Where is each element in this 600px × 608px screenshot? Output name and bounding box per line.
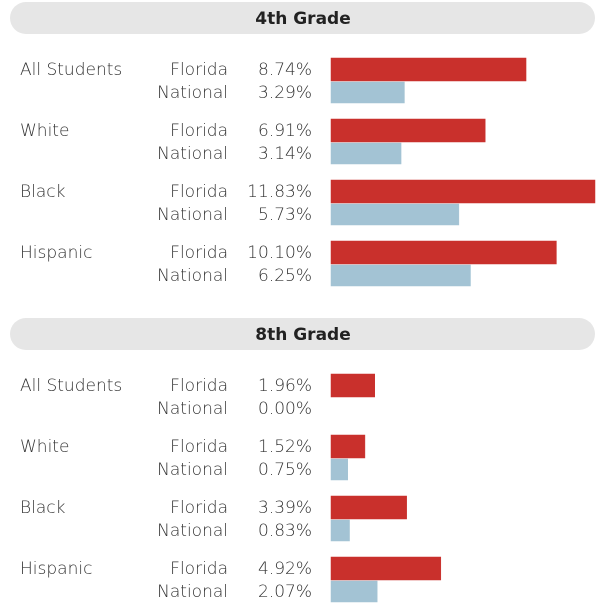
series-label: Florida (170, 243, 228, 263)
value-label: 0.83% (258, 521, 312, 541)
value-label: 3.29% (258, 83, 312, 103)
bar (330, 373, 375, 398)
panel-title: 8th Grade (255, 325, 350, 345)
category-label: White (20, 437, 69, 457)
bar (330, 57, 527, 82)
value-label: 2.07% (258, 582, 312, 602)
category-label: Hispanic (20, 559, 92, 579)
panel-header (10, 2, 595, 34)
category-label: Black (20, 498, 66, 518)
series-label: National (157, 399, 228, 419)
bar (330, 556, 442, 581)
bar (330, 240, 557, 265)
category-label: White (20, 121, 69, 141)
category-label: All Students (20, 60, 122, 80)
value-label: 3.14% (258, 144, 312, 164)
value-label: 0.75% (258, 460, 312, 480)
series-label: Florida (170, 559, 228, 579)
value-label: 5.73% (258, 205, 312, 225)
bar (330, 495, 407, 520)
series-label: Florida (170, 437, 228, 457)
value-label: 0.00% (258, 399, 312, 419)
bar (330, 203, 460, 226)
value-label: 1.52% (258, 437, 312, 457)
bar (330, 179, 596, 204)
value-label: 1.96% (258, 376, 312, 396)
series-label: National (157, 205, 228, 225)
bar (330, 118, 486, 143)
series-label: National (157, 144, 228, 164)
value-label: 3.39% (258, 498, 312, 518)
series-label: Florida (170, 121, 228, 141)
series-label: Florida (170, 60, 228, 80)
bar (330, 458, 348, 481)
series-label: National (157, 266, 228, 286)
bar (330, 519, 350, 542)
series-label: Florida (170, 498, 228, 518)
series-label: National (157, 460, 228, 480)
bar (330, 81, 405, 104)
series-label: Florida (170, 182, 228, 202)
bar (330, 264, 471, 287)
series-label: National (157, 582, 228, 602)
panel-title: 4th Grade (255, 9, 350, 29)
series-label: National (157, 521, 228, 541)
value-label: 6.25% (258, 266, 312, 286)
series-label: National (157, 83, 228, 103)
value-label: 10.10% (247, 243, 312, 263)
series-label: Florida (170, 376, 228, 396)
value-label: 8.74% (258, 60, 312, 80)
category-label: All Students (20, 376, 122, 396)
value-label: 4.92% (258, 559, 312, 579)
value-label: 11.83% (247, 182, 312, 202)
bar (330, 580, 378, 603)
category-label: Hispanic (20, 243, 92, 263)
value-label: 6.91% (258, 121, 312, 141)
category-label: Black (20, 182, 66, 202)
panel-header (10, 318, 595, 350)
bar (330, 142, 402, 165)
bar (330, 434, 366, 459)
